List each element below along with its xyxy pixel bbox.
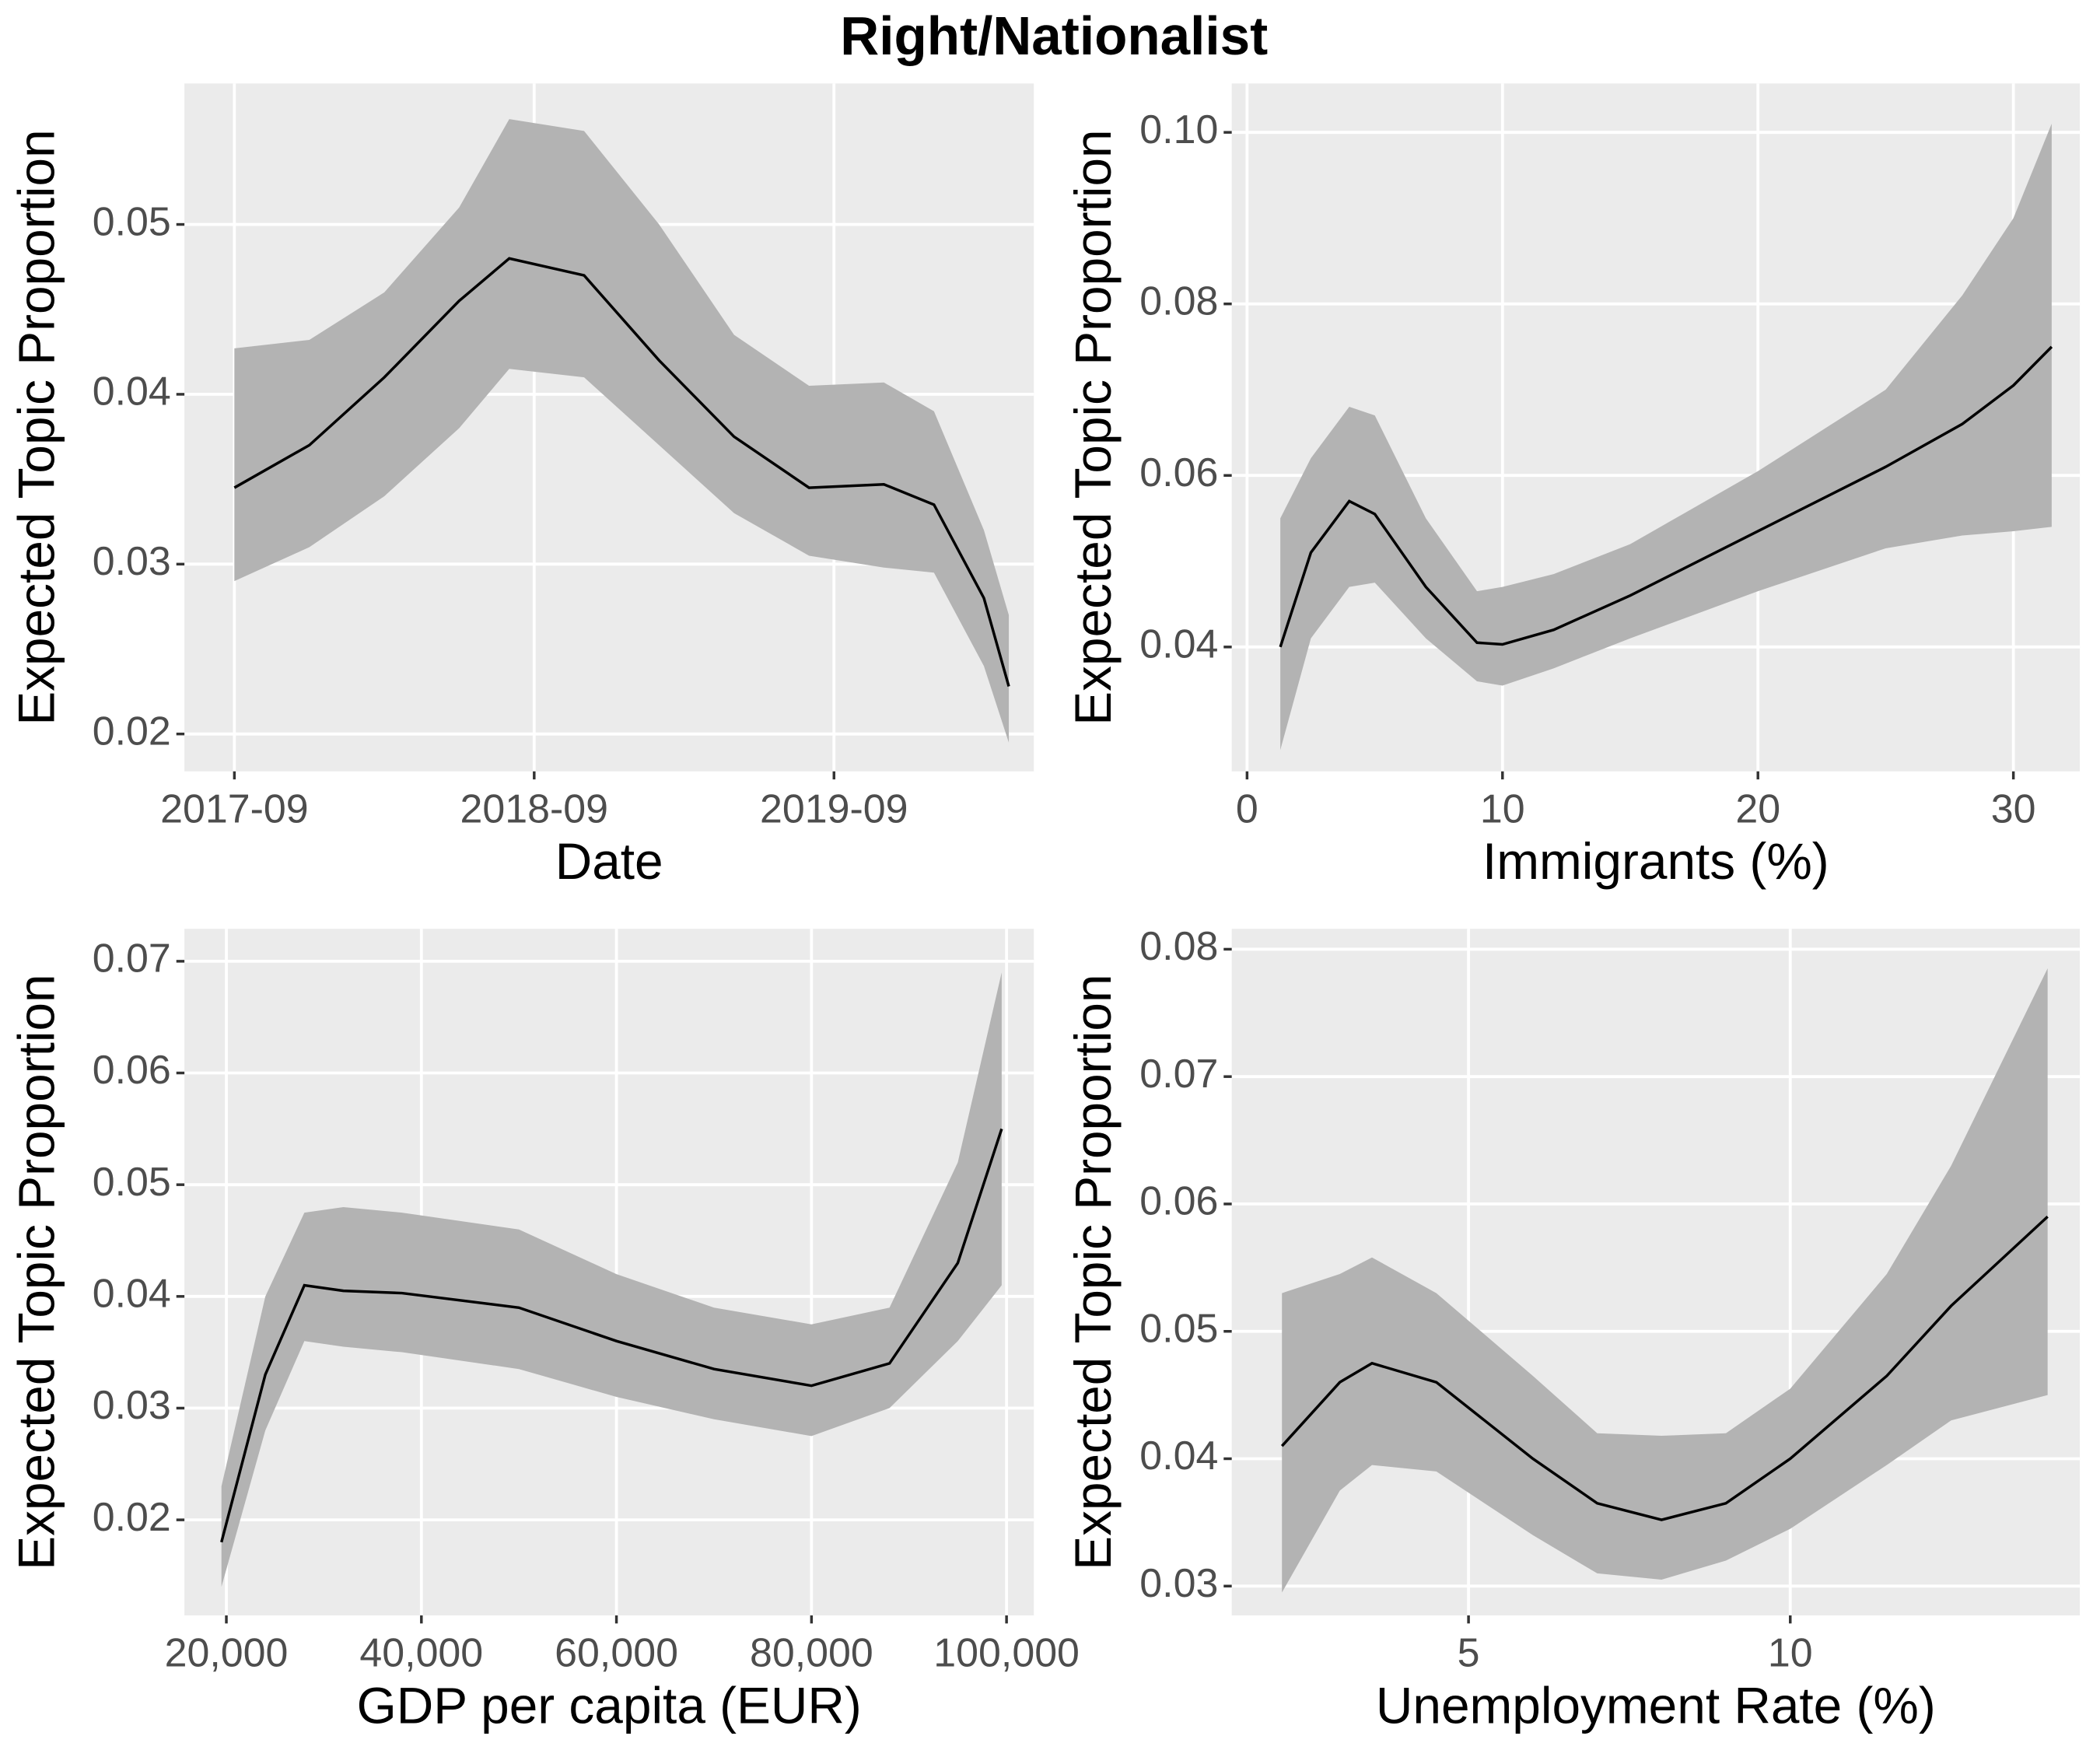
y-tick-label: 0.05 <box>1139 1306 1218 1351</box>
x-tick-label: 0 <box>1236 786 1258 831</box>
x-tick-label: 2018-09 <box>460 786 609 831</box>
x-tick-label: 2019-09 <box>760 786 908 831</box>
y-tick-label: 0.04 <box>1139 622 1218 667</box>
figure-title: Right/Nationalist <box>840 5 1268 66</box>
x-tick-label: 10 <box>1768 1631 1813 1676</box>
y-tick-label: 0.04 <box>93 1272 171 1317</box>
x-tick-label: 40,000 <box>359 1631 483 1676</box>
y-tick-label: 0.03 <box>93 1383 171 1428</box>
confidence-band <box>1282 968 2048 1593</box>
y-tick-label: 0.06 <box>1139 450 1218 495</box>
y-tick-label: 0.04 <box>1139 1433 1218 1479</box>
y-tick-label: 0.07 <box>1139 1052 1218 1097</box>
y-tick-label: 0.02 <box>93 1495 171 1540</box>
y-tick-label: 0.05 <box>93 199 171 244</box>
x-tick-label: 100,000 <box>933 1631 1080 1676</box>
confidence-band <box>1280 124 2052 751</box>
y-axis-title: Expected Topic Proportion <box>7 129 65 725</box>
x-tick-label: 30 <box>1991 786 2036 831</box>
y-tick-label: 0.05 <box>93 1160 171 1205</box>
y-tick-label: 0.04 <box>93 369 171 415</box>
y-tick-label: 0.10 <box>1139 107 1218 152</box>
y-tick-label: 0.03 <box>1139 1561 1218 1606</box>
x-tick-label: 80,000 <box>750 1631 873 1676</box>
x-axis-title: Unemployment Rate (%) <box>1376 1676 1936 1734</box>
mean-line <box>1279 345 2053 648</box>
x-tick-label: 20 <box>1735 786 1780 831</box>
x-tick-label: 2017-09 <box>160 786 308 831</box>
x-axis-title: GDP per capita (EUR) <box>357 1676 862 1734</box>
x-axis-title: Immigrants (%) <box>1482 832 1829 890</box>
y-tick-label: 0.08 <box>1139 278 1218 324</box>
y-axis-title: Expected Topic Proportion <box>7 974 65 1570</box>
y-tick-label: 0.03 <box>93 539 171 584</box>
confidence-band <box>234 119 1010 743</box>
x-tick-label: 60,000 <box>555 1631 678 1676</box>
y-axis-title: Expected Topic Proportion <box>1064 974 1122 1570</box>
x-tick-label: 20,000 <box>165 1631 289 1676</box>
mean-line <box>220 1128 1003 1543</box>
y-tick-label: 0.02 <box>93 709 171 754</box>
y-tick-label: 0.06 <box>1139 1179 1218 1224</box>
y-tick-label: 0.06 <box>93 1048 171 1093</box>
x-axis-title: Date <box>555 832 663 890</box>
confidence-band <box>221 972 1002 1587</box>
y-axis-title: Expected Topic Proportion <box>1064 129 1122 725</box>
mean-line <box>233 257 1010 687</box>
x-tick-label: 10 <box>1480 786 1525 831</box>
x-tick-label: 5 <box>1458 1631 1480 1676</box>
mean-line <box>1280 1215 2049 1521</box>
y-tick-label: 0.08 <box>1139 924 1218 969</box>
y-tick-label: 0.07 <box>93 936 171 982</box>
